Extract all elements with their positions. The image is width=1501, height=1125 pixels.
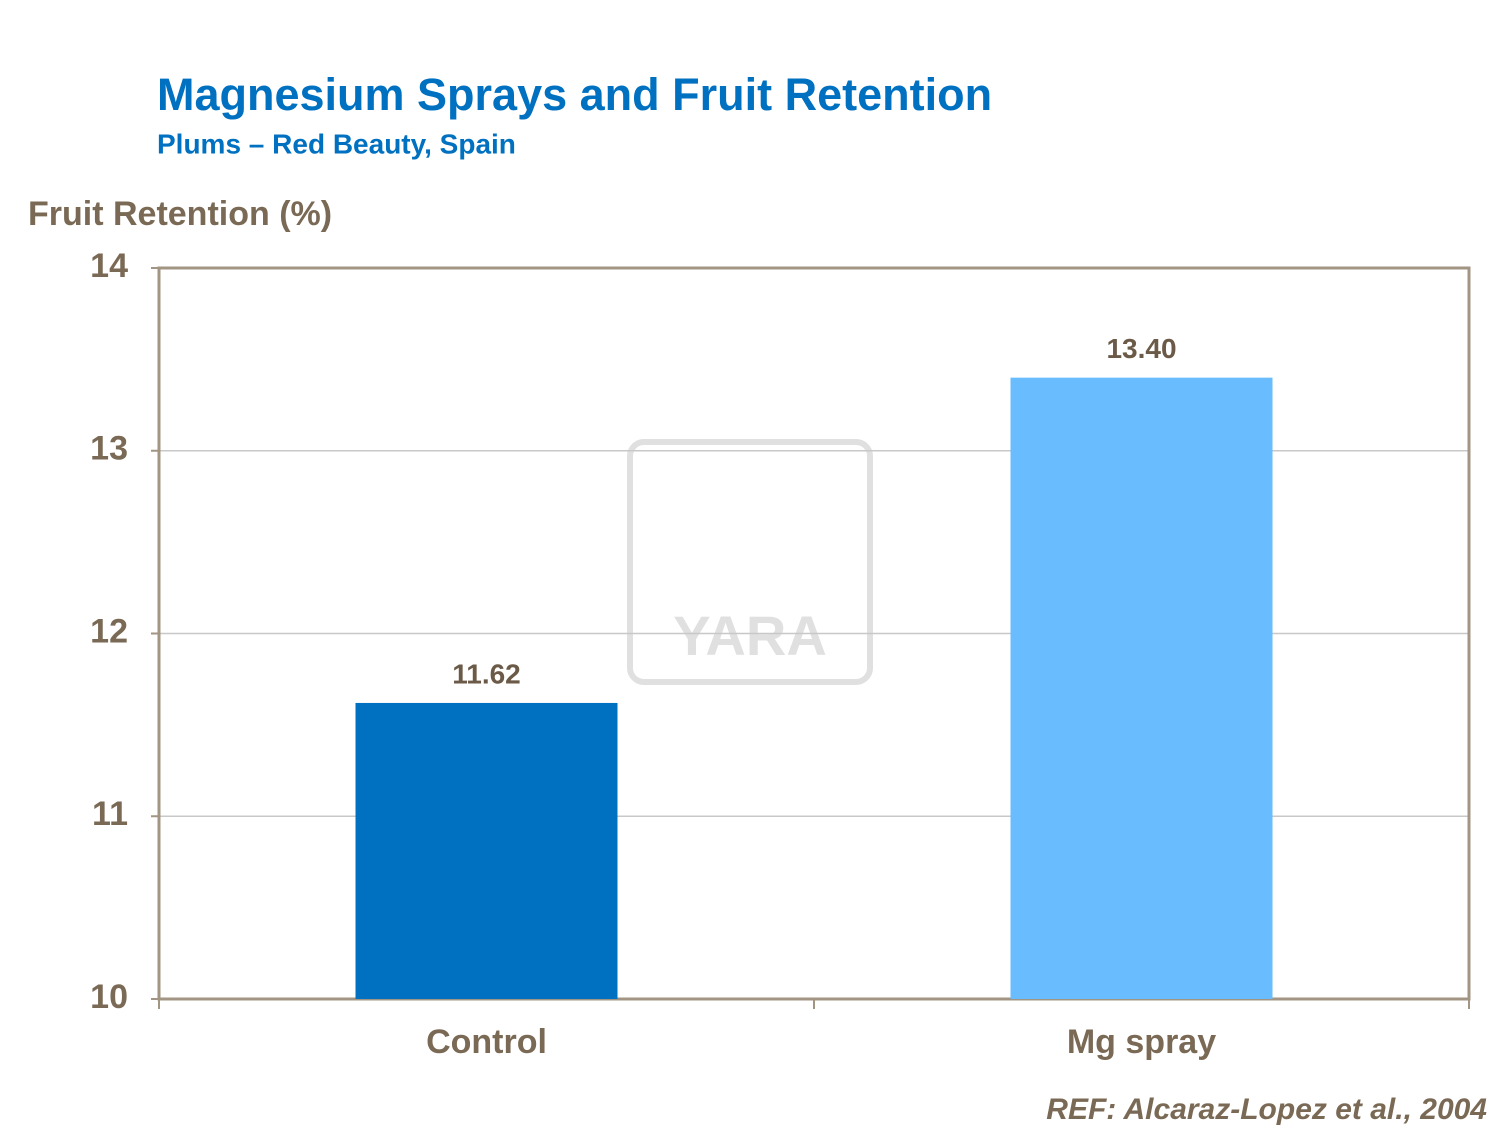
reference-note: REF: Alcaraz-Lopez et al., 2004 (1046, 1093, 1487, 1125)
value-label: 13.40 (1106, 333, 1176, 364)
y-tick-label: 12 (90, 612, 128, 650)
y-tick-label: 14 (90, 247, 128, 285)
bar (1010, 377, 1273, 999)
y-tick-label: 13 (90, 430, 128, 468)
x-tick-label: Mg spray (1067, 1023, 1216, 1061)
bar (355, 702, 618, 999)
y-axis-label: Fruit Retention (%) (28, 195, 332, 233)
y-tick-label: 10 (90, 978, 128, 1016)
chart-subtitle: Plums – Red Beauty, Spain (157, 128, 516, 159)
x-tick-label: Control (426, 1023, 547, 1061)
y-tick-label: 11 (92, 795, 128, 833)
watermark-frame (627, 439, 873, 685)
watermark: YARA (673, 604, 827, 667)
chart-title: Magnesium Sprays and Fruit Retention (157, 69, 992, 120)
value-label: 11.62 (452, 658, 521, 689)
